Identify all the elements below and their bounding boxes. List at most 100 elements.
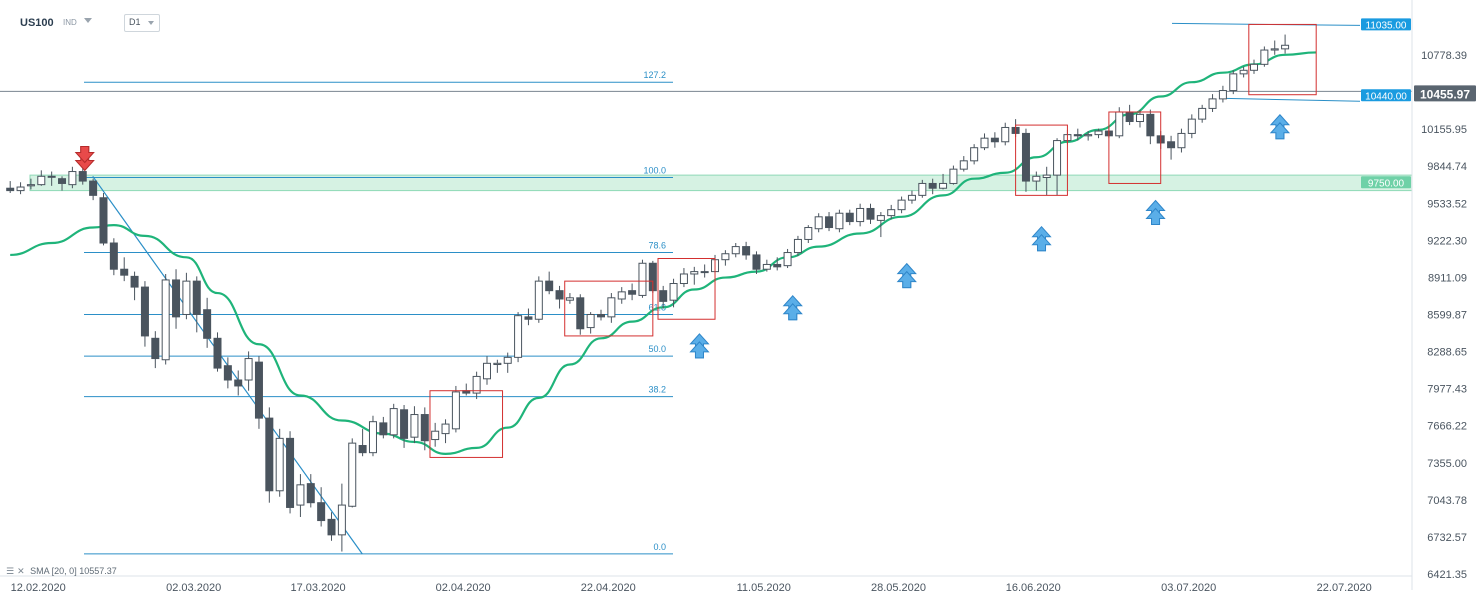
candle[interactable] — [203, 297, 212, 348]
candle[interactable] — [576, 294, 585, 335]
candle[interactable] — [286, 431, 295, 514]
candle[interactable] — [1135, 109, 1144, 128]
candle[interactable] — [1198, 104, 1207, 123]
candle[interactable] — [669, 278, 678, 308]
candle[interactable] — [918, 179, 927, 198]
candle[interactable] — [721, 250, 730, 266]
candle[interactable] — [306, 474, 315, 508]
candle[interactable] — [420, 407, 429, 451]
symbol-dropdown-icon[interactable] — [84, 18, 92, 23]
candle[interactable] — [545, 271, 554, 295]
candle[interactable] — [1073, 128, 1082, 141]
candle[interactable] — [876, 212, 885, 238]
candle[interactable] — [265, 407, 274, 503]
candle[interactable] — [897, 196, 906, 214]
candle[interactable] — [26, 178, 35, 190]
candle[interactable] — [804, 225, 813, 244]
candle[interactable] — [617, 287, 626, 304]
candle[interactable] — [368, 415, 377, 457]
candle[interactable] — [78, 166, 87, 185]
candle[interactable] — [690, 266, 699, 285]
candle[interactable] — [990, 132, 999, 148]
candle[interactable] — [835, 209, 844, 233]
candle[interactable] — [6, 181, 15, 193]
candle[interactable] — [1084, 131, 1093, 141]
candle[interactable] — [773, 257, 782, 271]
candle[interactable] — [120, 257, 129, 282]
close-icon[interactable]: ✕ — [17, 566, 25, 576]
candle[interactable] — [970, 144, 979, 165]
candle[interactable] — [482, 356, 491, 385]
candle[interactable] — [1250, 59, 1258, 74]
candle[interactable] — [1281, 34, 1290, 54]
candle[interactable] — [182, 272, 191, 320]
candle[interactable] — [151, 331, 160, 369]
candle[interactable] — [534, 276, 543, 323]
candle[interactable] — [638, 259, 647, 298]
candle[interactable] — [856, 203, 865, 227]
candle[interactable] — [234, 370, 243, 396]
candle[interactable] — [140, 281, 149, 347]
candle[interactable] — [37, 170, 46, 186]
candle[interactable] — [700, 264, 709, 278]
candle[interactable] — [1001, 122, 1010, 146]
candle[interactable] — [16, 182, 25, 195]
candle[interactable] — [161, 273, 170, 365]
candle[interactable] — [1187, 114, 1196, 139]
candle[interactable] — [907, 190, 916, 204]
candle[interactable] — [441, 419, 450, 444]
candle[interactable] — [679, 268, 688, 288]
candle[interactable] — [327, 512, 336, 541]
menu-icon[interactable]: ☰ — [6, 566, 15, 576]
timeframe-select[interactable]: D1 — [124, 14, 160, 32]
candle[interactable] — [89, 178, 98, 201]
candle[interactable] — [659, 285, 668, 309]
candle[interactable] — [597, 309, 606, 321]
candle[interactable] — [1260, 46, 1269, 67]
candle[interactable] — [607, 293, 616, 323]
candle[interactable] — [130, 271, 139, 301]
candle[interactable] — [845, 209, 854, 226]
candle[interactable] — [565, 293, 574, 304]
candle[interactable] — [814, 213, 823, 233]
candle[interactable] — [254, 356, 263, 429]
candle[interactable] — [1177, 128, 1186, 153]
candle[interactable] — [99, 192, 108, 246]
candle[interactable] — [628, 283, 637, 301]
candle[interactable] — [400, 405, 409, 448]
candle[interactable] — [1053, 138, 1062, 196]
candle[interactable] — [752, 251, 761, 274]
candle[interactable] — [1167, 135, 1176, 160]
candle[interactable] — [213, 332, 222, 372]
candle[interactable] — [939, 173, 948, 190]
candle[interactable] — [472, 371, 481, 400]
candle[interactable] — [275, 428, 284, 497]
candle[interactable] — [109, 238, 118, 276]
candle[interactable] — [514, 312, 523, 363]
candle[interactable] — [1229, 70, 1238, 95]
candle[interactable] — [928, 178, 937, 195]
candle[interactable] — [1094, 128, 1103, 139]
candle[interactable] — [192, 276, 201, 333]
candle[interactable] — [379, 416, 388, 439]
candle[interactable] — [47, 171, 56, 186]
candle[interactable] — [731, 243, 740, 258]
candle[interactable] — [1032, 171, 1041, 191]
candle[interactable] — [1146, 109, 1155, 145]
candle[interactable] — [503, 352, 512, 373]
candle[interactable] — [586, 312, 595, 334]
candle[interactable] — [980, 133, 989, 151]
candle[interactable] — [431, 422, 440, 447]
candle[interactable] — [1270, 40, 1279, 55]
candle[interactable] — [949, 165, 958, 185]
candle[interactable] — [348, 438, 357, 508]
candle[interactable] — [244, 351, 253, 391]
candle[interactable] — [451, 385, 460, 433]
candle[interactable] — [783, 248, 792, 269]
candle[interactable] — [410, 406, 419, 444]
candle[interactable] — [1218, 85, 1227, 103]
candle[interactable] — [389, 403, 398, 439]
candle[interactable] — [1042, 166, 1051, 196]
candle[interactable] — [1021, 128, 1030, 192]
